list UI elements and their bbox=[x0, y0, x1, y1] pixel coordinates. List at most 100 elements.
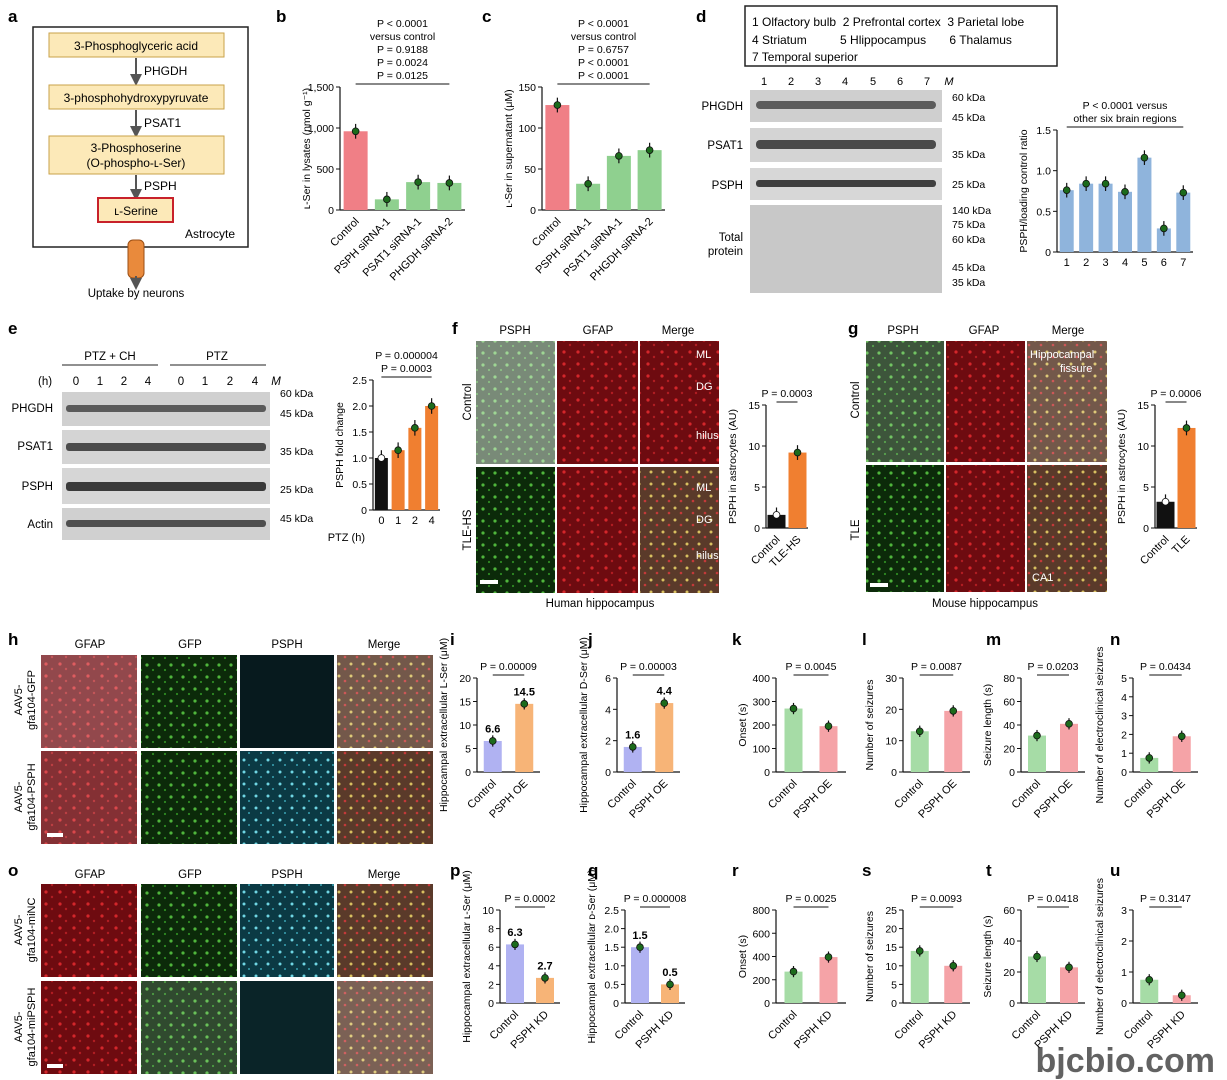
y-tick-label-k: 200 bbox=[752, 720, 770, 732]
h-row-2a: AAV5- bbox=[13, 781, 25, 812]
f-row-tle: TLE-HS bbox=[462, 509, 474, 550]
y-tick-label-k: 300 bbox=[752, 697, 770, 709]
band-psph bbox=[756, 180, 936, 187]
x-tick-label-e-2: 2 bbox=[412, 515, 418, 527]
y-axis-label-u: Number of electroclinical seizures bbox=[1094, 878, 1106, 1035]
bar-f-1 bbox=[788, 452, 807, 528]
bar-m-0 bbox=[1028, 735, 1046, 772]
p-value-b-4: P = 0.0125 bbox=[377, 70, 428, 82]
bar-e-2 bbox=[408, 427, 422, 510]
scale-bar-g bbox=[870, 583, 888, 587]
data-point-d-2 bbox=[1101, 179, 1110, 188]
y-tick-label-p: 8 bbox=[488, 924, 494, 936]
bar-d-0 bbox=[1059, 190, 1074, 252]
panel-letter-d: d bbox=[696, 7, 706, 26]
x-tick-label-d-6: 7 bbox=[1180, 257, 1186, 269]
p-value-t-0: P = 0.0418 bbox=[1028, 893, 1079, 905]
enzyme-label-psat1: PSAT1 bbox=[144, 116, 181, 130]
o-img-merge-2 bbox=[337, 981, 433, 1074]
f-mark-dg-2: DG bbox=[696, 514, 713, 526]
p-value-e-1: P = 0.0003 bbox=[381, 363, 432, 375]
bar-e-0 bbox=[374, 458, 388, 510]
h-img-merge-1 bbox=[337, 655, 433, 748]
e-lane-3: 2 bbox=[121, 376, 127, 388]
p-value-d-1: other six brain regions bbox=[1073, 113, 1176, 125]
f-img-psph-tle bbox=[476, 467, 555, 593]
p-value-j-0: P = 0.00003 bbox=[620, 661, 677, 673]
e-row-phgdh: PHGDH bbox=[11, 403, 53, 415]
p-value-c-0: P < 0.0001 bbox=[578, 18, 629, 30]
scale-bar-o bbox=[47, 1064, 63, 1068]
f-img-gfap-tle bbox=[557, 467, 638, 593]
p-value-m-0: P = 0.0203 bbox=[1028, 661, 1079, 673]
data-point-t-0 bbox=[1033, 952, 1041, 961]
f-mark-ml: ML bbox=[696, 349, 711, 361]
f-mark-ml-2: ML bbox=[696, 482, 711, 494]
y-tick-label-i: 15 bbox=[459, 697, 471, 709]
y-tick-label-m: 80 bbox=[1003, 673, 1015, 685]
f-mark-hilus: hilus bbox=[696, 430, 719, 442]
y-tick-label-i: 0 bbox=[465, 767, 471, 779]
panel-letter-k: k bbox=[732, 630, 742, 649]
data-label-p-0: 6.3 bbox=[507, 927, 522, 939]
g-col-gfap: GFAP bbox=[969, 325, 1000, 337]
y-tick-label-l: 20 bbox=[885, 704, 897, 716]
step-label-2: 3-phosphohydroxypyruvate bbox=[64, 91, 209, 105]
g-row-tle: TLE bbox=[850, 519, 862, 540]
data-point-e-3 bbox=[427, 402, 436, 410]
lane-m: M bbox=[944, 76, 954, 88]
bar-e-1 bbox=[391, 450, 405, 510]
marker-d-8: 45 kDa bbox=[952, 262, 985, 274]
panel-letter-a: a bbox=[8, 7, 18, 26]
y-tick-label-r: 800 bbox=[752, 905, 770, 917]
data-point-q-1 bbox=[666, 980, 674, 989]
y-tick-label-b: 500 bbox=[316, 164, 334, 176]
y-tick-label-b: 1,000 bbox=[308, 123, 334, 135]
y-tick-label-d: 1.5 bbox=[1036, 125, 1051, 137]
y-tick-label-e: 1.0 bbox=[352, 453, 367, 465]
data-point-l-1 bbox=[949, 707, 958, 715]
bar-r-0 bbox=[784, 971, 803, 1003]
data-label-j-0: 1.6 bbox=[625, 729, 640, 741]
y-tick-label-c: 0 bbox=[530, 205, 536, 217]
e-marker-5: 45 kDa bbox=[280, 513, 313, 525]
data-point-b-1 bbox=[383, 195, 391, 204]
enzyme-label-psph: PSPH bbox=[144, 179, 177, 193]
y-tick-label-r: 600 bbox=[752, 928, 770, 940]
y-tick-label-s: 15 bbox=[885, 942, 897, 954]
y-axis-label-f: PSPH in astrocytes (AU) bbox=[727, 409, 739, 524]
y-axis-label-i: Hippocampal extracellular L-Ser (μM) bbox=[438, 638, 450, 812]
x-axis-label-e: PTZ (h) bbox=[328, 532, 365, 544]
panel-letter-g: g bbox=[848, 319, 858, 338]
f-col-psph: PSPH bbox=[499, 325, 530, 337]
y-tick-label-e: 1.5 bbox=[352, 427, 367, 439]
y-tick-label-j: 2 bbox=[605, 736, 611, 748]
e-lane-m: M bbox=[271, 376, 281, 388]
bar-q-0 bbox=[631, 947, 649, 1003]
x-tick-label-d-5: 6 bbox=[1161, 257, 1167, 269]
bar-k-1 bbox=[819, 726, 838, 772]
lane-1: 1 bbox=[761, 76, 767, 88]
serine-box bbox=[97, 197, 174, 223]
f-img-merge-ctrl bbox=[640, 341, 719, 464]
o-row-1a: AAV5- bbox=[13, 914, 25, 945]
uptake-label: Uptake by neurons bbox=[88, 288, 185, 300]
data-point-d-6 bbox=[1179, 188, 1188, 197]
y-tick-label-s: 20 bbox=[885, 924, 897, 936]
bar-d-2 bbox=[1098, 183, 1113, 252]
data-point-i-0 bbox=[488, 737, 497, 745]
f-col-merge: Merge bbox=[662, 325, 695, 337]
p-value-u-0: P = 0.3147 bbox=[1140, 893, 1191, 905]
y-axis-label-c: ʟ-Ser in supernatant (μM) bbox=[503, 89, 515, 207]
p-value-k-0: P = 0.0045 bbox=[786, 661, 837, 673]
y-tick-label-i: 5 bbox=[465, 744, 471, 756]
f-mark-hilus-2: hilus bbox=[696, 550, 719, 562]
step-box-1 bbox=[48, 32, 225, 58]
y-tick-label-n: 1 bbox=[1121, 748, 1127, 760]
panel-letter-p: p bbox=[450, 861, 460, 880]
